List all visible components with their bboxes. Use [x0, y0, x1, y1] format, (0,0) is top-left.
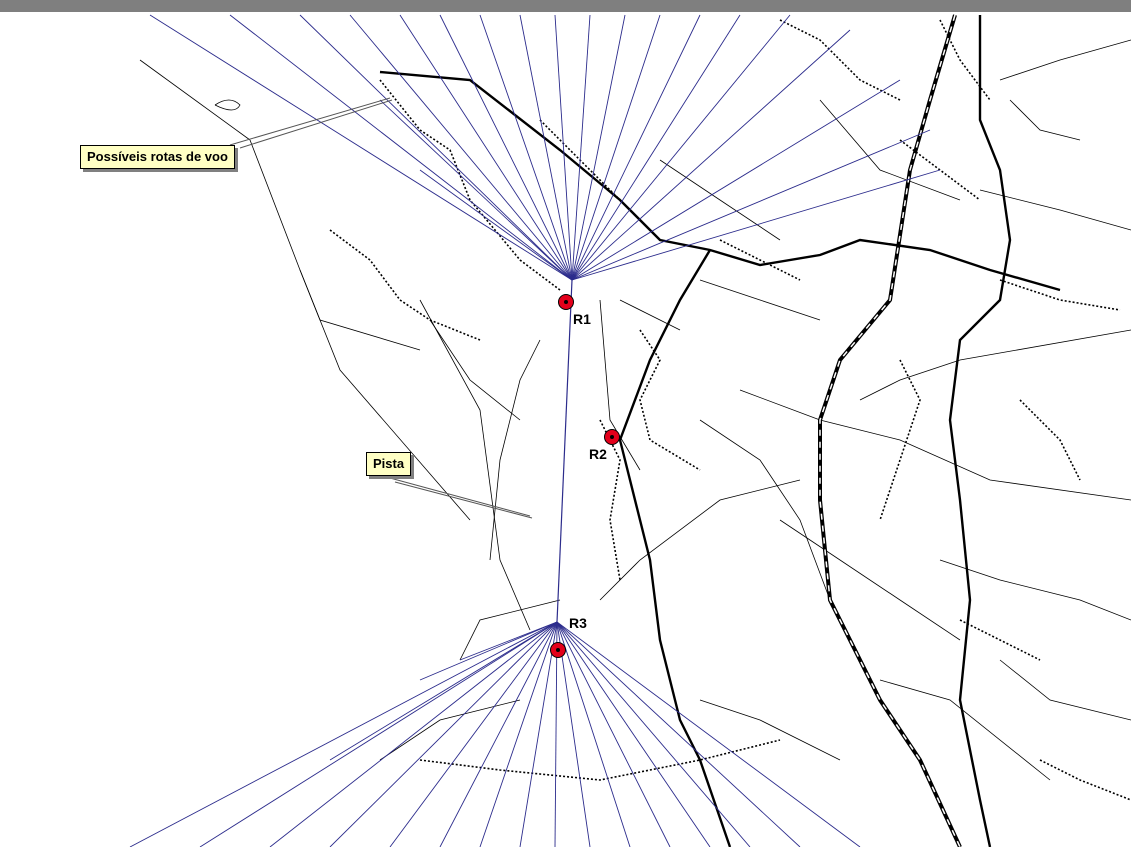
routes-callout: Possíveis rotas de voo	[80, 145, 235, 169]
urban-areas	[329, 19, 1131, 801]
receptor-r2-marker[interactable]	[604, 429, 620, 445]
runway-callout: Pista	[366, 452, 412, 476]
callout-leaders	[229, 97, 533, 519]
railway	[818, 14, 962, 847]
receptor-r1-label: R1	[573, 311, 591, 327]
receptor-r1-marker[interactable]	[558, 294, 574, 310]
flight-routes-south	[129, 621, 861, 847]
receptor-r3-label: R3	[569, 615, 587, 631]
header-bar	[0, 0, 1131, 12]
main-roads	[379, 15, 1061, 847]
minor-roads	[139, 39, 1131, 781]
receptor-r2-label: R2	[589, 446, 607, 462]
flight-routes-north	[149, 14, 941, 281]
receptor-r3-marker[interactable]	[550, 642, 566, 658]
runway-line	[556, 279, 573, 623]
